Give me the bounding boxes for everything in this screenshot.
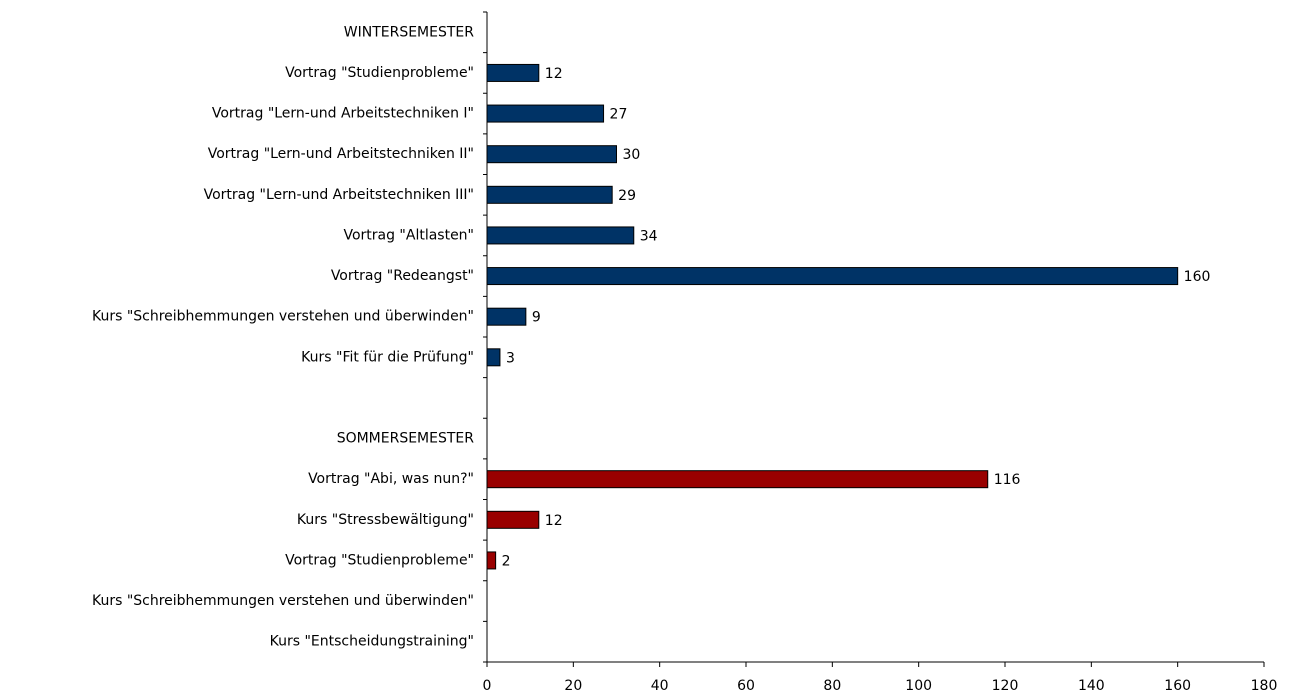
bar [486, 348, 501, 367]
y-tick-label: SOMMERSEMESTER [337, 431, 475, 447]
x-tick-label: 40 [651, 678, 669, 693]
x-tick-label: 100 [905, 678, 932, 693]
value-label: 12 [545, 513, 563, 529]
bar [486, 226, 635, 245]
y-tick-label: Vortrag "Lern-und Arbeitstechniken II" [208, 146, 474, 162]
x-tick-label: 180 [1251, 678, 1278, 693]
value-label: 9 [532, 310, 541, 326]
value-label: 12 [545, 66, 563, 82]
x-tick-label: 80 [823, 678, 841, 693]
bar [486, 185, 613, 204]
y-tick-label: Kurs "Fit für die Prüfung" [301, 349, 474, 365]
bar [486, 104, 605, 123]
value-label: 2 [502, 553, 511, 569]
y-tick-label: Vortrag "Studienprobleme" [285, 65, 474, 81]
bar [486, 470, 989, 489]
value-label: 27 [610, 107, 628, 123]
value-label: 30 [623, 147, 641, 163]
value-label: 160 [1184, 269, 1211, 285]
bar [486, 63, 540, 82]
y-tick-label: Vortrag "Redeangst" [331, 268, 474, 284]
value-label: 29 [618, 188, 636, 204]
y-tick-label: Vortrag "Abi, was nun?" [308, 471, 474, 487]
y-tick-label: Vortrag "Altlasten" [343, 227, 474, 243]
x-tick-label: 60 [737, 678, 755, 693]
x-tick-label: 160 [1164, 678, 1191, 693]
x-tick-label: 140 [1078, 678, 1105, 693]
x-tick-label: 0 [483, 678, 492, 693]
bar [486, 551, 497, 570]
value-label: 3 [506, 350, 515, 366]
y-tick-label: Vortrag "Lern-und Arbeitstechniken I" [212, 106, 474, 122]
y-tick-label: Kurs "Entscheidungstraining" [270, 634, 474, 650]
value-label: 116 [994, 472, 1021, 488]
y-tick-label: WINTERSEMESTER [344, 24, 475, 40]
y-tick-label: Kurs "Stressbewältigung" [297, 512, 474, 528]
y-tick-label: Vortrag "Lern-und Arbeitstechniken III" [204, 187, 474, 203]
bar [486, 145, 617, 164]
value-label: 34 [640, 228, 658, 244]
y-tick-label: Kurs "Schreibhemmungen verstehen und übe… [92, 309, 474, 325]
bar [486, 307, 527, 326]
x-tick-label: 120 [992, 678, 1019, 693]
y-tick-label: Vortrag "Studienprobleme" [285, 552, 474, 568]
bar [486, 267, 1179, 286]
y-tick-label: Kurs "Schreibhemmungen verstehen und übe… [92, 593, 474, 609]
bar [486, 510, 540, 529]
x-tick-label: 20 [564, 678, 582, 693]
